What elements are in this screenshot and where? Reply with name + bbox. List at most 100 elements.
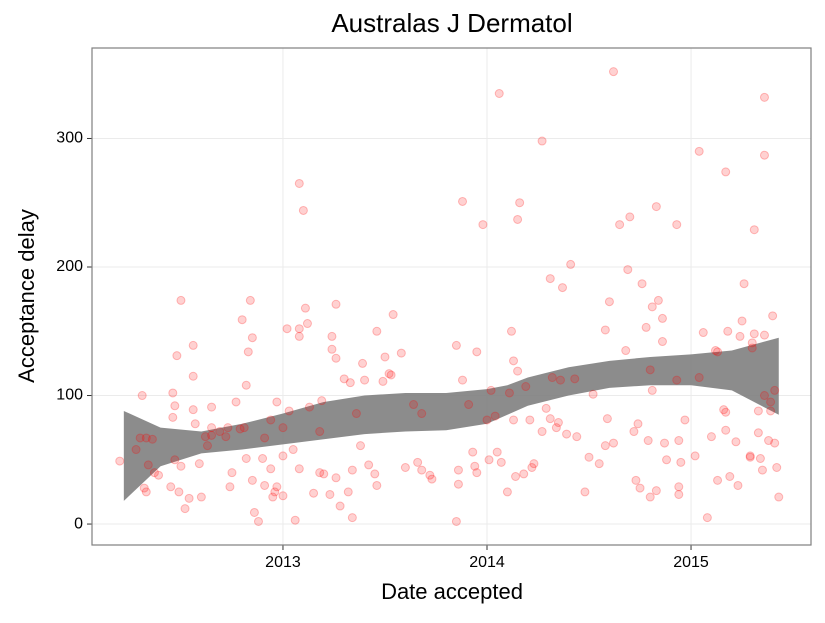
point xyxy=(141,487,151,497)
point xyxy=(766,406,776,416)
point xyxy=(757,465,767,475)
point xyxy=(221,432,231,442)
point xyxy=(325,489,335,499)
x-tick-label: 2015 xyxy=(673,554,709,571)
point xyxy=(468,447,478,457)
point xyxy=(453,465,463,475)
x-axis-label: Date accepted xyxy=(381,579,523,604)
point xyxy=(641,322,651,332)
point xyxy=(372,326,382,336)
point xyxy=(225,482,235,492)
point xyxy=(147,434,157,444)
point xyxy=(490,411,500,421)
point xyxy=(227,468,237,478)
point xyxy=(492,447,502,457)
point xyxy=(509,356,519,366)
point xyxy=(602,414,612,424)
point xyxy=(770,385,780,395)
point xyxy=(759,150,769,160)
point xyxy=(270,487,280,497)
point xyxy=(458,196,468,206)
point xyxy=(623,265,633,275)
point xyxy=(541,403,551,413)
point xyxy=(470,461,480,471)
point xyxy=(615,220,625,230)
point xyxy=(674,436,684,446)
point xyxy=(239,423,249,433)
point xyxy=(676,457,686,467)
x-tick-label: 2013 xyxy=(265,554,301,571)
point xyxy=(282,324,292,334)
point xyxy=(706,432,716,442)
point xyxy=(180,504,190,514)
point xyxy=(176,461,186,471)
point xyxy=(551,423,561,433)
point xyxy=(331,353,341,363)
point xyxy=(557,283,567,293)
point xyxy=(672,375,682,385)
point xyxy=(378,376,388,386)
point xyxy=(372,480,382,490)
point xyxy=(529,459,539,469)
point xyxy=(733,480,743,490)
point xyxy=(770,438,780,448)
point xyxy=(200,432,210,442)
point xyxy=(294,324,304,334)
point xyxy=(309,488,319,498)
point xyxy=(651,202,661,212)
point xyxy=(294,331,304,341)
point xyxy=(651,486,661,496)
point xyxy=(766,397,776,407)
point xyxy=(772,463,782,473)
point xyxy=(223,423,233,433)
point xyxy=(207,423,217,433)
point xyxy=(174,487,184,497)
point xyxy=(506,326,516,336)
point xyxy=(356,441,366,451)
point xyxy=(600,441,610,451)
point xyxy=(249,507,259,517)
point xyxy=(294,464,304,474)
point xyxy=(272,397,282,407)
point xyxy=(278,451,288,461)
point xyxy=(472,347,482,357)
point xyxy=(521,382,531,392)
point xyxy=(566,259,576,269)
point xyxy=(347,465,357,475)
point xyxy=(749,225,759,235)
point xyxy=(643,436,653,446)
point xyxy=(190,419,200,429)
point xyxy=(278,491,288,501)
point xyxy=(588,389,598,399)
point xyxy=(298,205,308,215)
point xyxy=(417,465,427,475)
point xyxy=(464,400,474,410)
point xyxy=(747,343,757,353)
point xyxy=(739,279,749,289)
point xyxy=(317,396,327,406)
point xyxy=(472,468,482,478)
point xyxy=(647,385,657,395)
point xyxy=(580,487,590,497)
point xyxy=(417,409,427,419)
point xyxy=(702,513,712,523)
point xyxy=(608,438,618,448)
point xyxy=(635,483,645,493)
point xyxy=(258,454,268,464)
point xyxy=(188,405,198,415)
point xyxy=(168,412,178,422)
point xyxy=(723,326,733,336)
point xyxy=(315,427,325,437)
point xyxy=(202,441,212,451)
point xyxy=(358,358,368,368)
point xyxy=(370,469,380,479)
point xyxy=(631,475,641,485)
point xyxy=(672,220,682,230)
point xyxy=(327,331,337,341)
point xyxy=(343,487,353,497)
point xyxy=(243,347,253,357)
point xyxy=(511,471,521,481)
point xyxy=(513,214,523,224)
point xyxy=(360,375,370,385)
point xyxy=(502,487,512,497)
